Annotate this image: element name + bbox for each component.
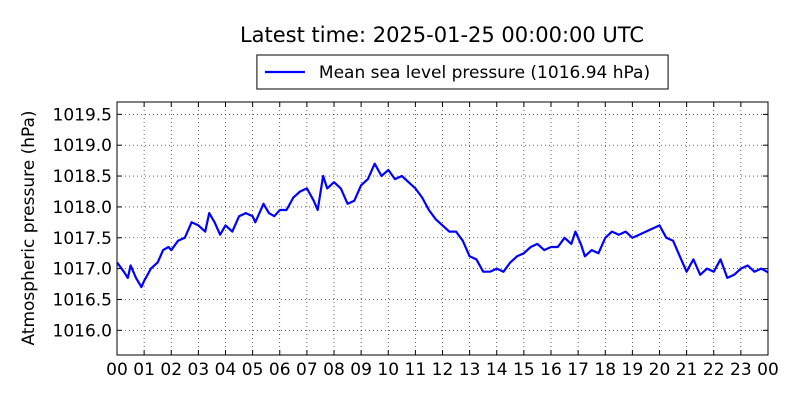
legend: Mean sea level pressure (1016.94 hPa) xyxy=(256,54,669,90)
y-tick-label: 1019.0 xyxy=(53,136,112,156)
x-tick-label: 17 xyxy=(567,360,589,380)
x-tick-label: 10 xyxy=(377,360,399,380)
y-tick-label: 1018.0 xyxy=(53,198,112,218)
x-tick-label: 13 xyxy=(459,360,481,380)
y-axis-label: Atmospheric pressure (hPa) xyxy=(19,110,39,345)
x-tick-label: 00 xyxy=(757,360,779,380)
y-tick-label: 1018.5 xyxy=(53,167,112,187)
x-tick-label: 04 xyxy=(215,360,237,380)
x-tick-label: 16 xyxy=(540,360,562,380)
x-tick-label: 03 xyxy=(188,360,210,380)
x-tick-label: 14 xyxy=(486,360,508,380)
x-tick-label: 00 xyxy=(106,360,128,380)
data-line xyxy=(116,162,769,289)
legend-box xyxy=(256,54,669,90)
y-tick-label: 1017.5 xyxy=(53,229,112,249)
x-tick-label: 23 xyxy=(730,360,752,380)
x-tick-label: 21 xyxy=(676,360,698,380)
x-tick-label: 01 xyxy=(133,360,155,380)
y-tick-label: 1016.0 xyxy=(53,321,112,341)
chart-title: Latest time: 2025-01-25 00:00:00 UTC xyxy=(240,23,644,47)
x-tick-label: 02 xyxy=(160,360,182,380)
x-tick-label: 18 xyxy=(594,360,616,380)
y-tick-label: 1019.5 xyxy=(53,105,112,125)
y-tick-label: 1016.5 xyxy=(53,290,112,310)
y-tick-label: 1017.0 xyxy=(53,260,112,280)
x-tick-label: 19 xyxy=(622,360,644,380)
x-tick-label: 09 xyxy=(350,360,372,380)
x-tick-label: 22 xyxy=(703,360,725,380)
x-tick-label: 20 xyxy=(649,360,671,380)
x-tick-label: 06 xyxy=(269,360,291,380)
legend-label: Mean sea level pressure (1016.94 hPa) xyxy=(319,63,650,83)
x-tick-label: 15 xyxy=(513,360,535,380)
x-tick-label: 12 xyxy=(432,360,454,380)
x-tick-label: 07 xyxy=(296,360,318,380)
plot-frame xyxy=(116,101,769,356)
x-tick-label: 05 xyxy=(242,360,264,380)
x-tick-label: 08 xyxy=(323,360,345,380)
x-tick-label: 11 xyxy=(405,360,427,380)
